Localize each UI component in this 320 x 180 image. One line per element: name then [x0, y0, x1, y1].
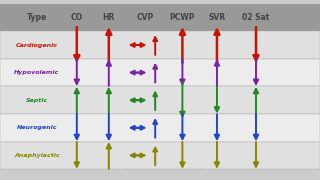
Text: PCWP: PCWP [170, 13, 195, 22]
Bar [0, 114, 320, 142]
Text: Neurogenic: Neurogenic [17, 125, 57, 130]
Bar [0, 142, 320, 169]
Bar [0, 59, 320, 86]
Text: Hypovolemic: Hypovolemic [14, 70, 60, 75]
Text: HR: HR [103, 13, 115, 22]
Text: Anaphylactic: Anaphylactic [14, 153, 60, 158]
Text: CO: CO [71, 13, 83, 22]
Bar [0, 4, 320, 31]
Bar [0, 31, 320, 59]
Text: 02 Sat: 02 Sat [242, 13, 270, 22]
Bar [0, 86, 320, 114]
Text: Cardiogenic: Cardiogenic [16, 42, 58, 48]
Text: Septic: Septic [26, 98, 48, 103]
Text: CVP: CVP [137, 13, 154, 22]
Text: SVR: SVR [208, 13, 226, 22]
Text: Type: Type [27, 13, 47, 22]
